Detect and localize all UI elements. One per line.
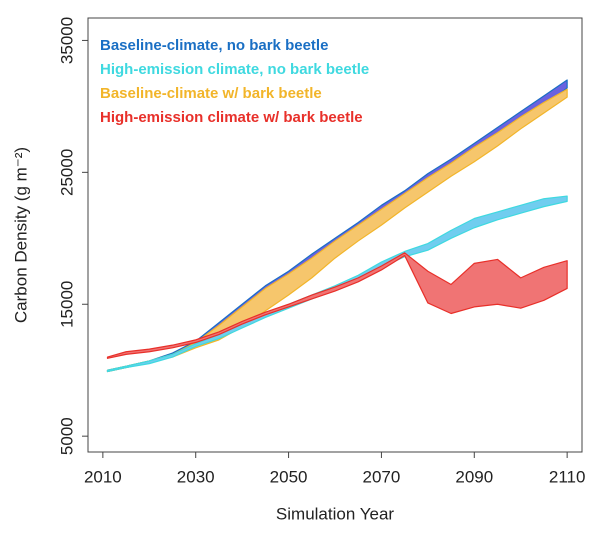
y-tick-label: 25000 bbox=[57, 149, 76, 196]
x-tick-label: 2010 bbox=[84, 467, 122, 486]
y-tick-label: 15000 bbox=[57, 281, 76, 328]
plot-frame bbox=[87, 17, 583, 453]
x-axis-label: Simulation Year bbox=[276, 504, 394, 523]
y-axis-label: Carbon Density (g m⁻²) bbox=[11, 147, 30, 323]
legend-entry: High-emission climate w/ bark beetle bbox=[100, 109, 363, 126]
band bbox=[106, 252, 568, 359]
x-tick-label: 2090 bbox=[455, 467, 493, 486]
legend-entry: Baseline-climate w/ bark beetle bbox=[100, 85, 322, 102]
x-tick-label: 2110 bbox=[549, 467, 586, 486]
band bbox=[106, 88, 568, 373]
x-tick-label: 2070 bbox=[363, 467, 401, 486]
y-tick-label: 5000 bbox=[57, 417, 76, 455]
legend-entry: High-emission climate, no bark beetle bbox=[100, 61, 369, 78]
x-tick-label: 2030 bbox=[177, 467, 215, 486]
legend-entry: Baseline-climate, no bark beetle bbox=[100, 37, 328, 54]
x-tick-label: 2050 bbox=[270, 467, 308, 486]
y-tick-label: 35000 bbox=[57, 17, 76, 64]
